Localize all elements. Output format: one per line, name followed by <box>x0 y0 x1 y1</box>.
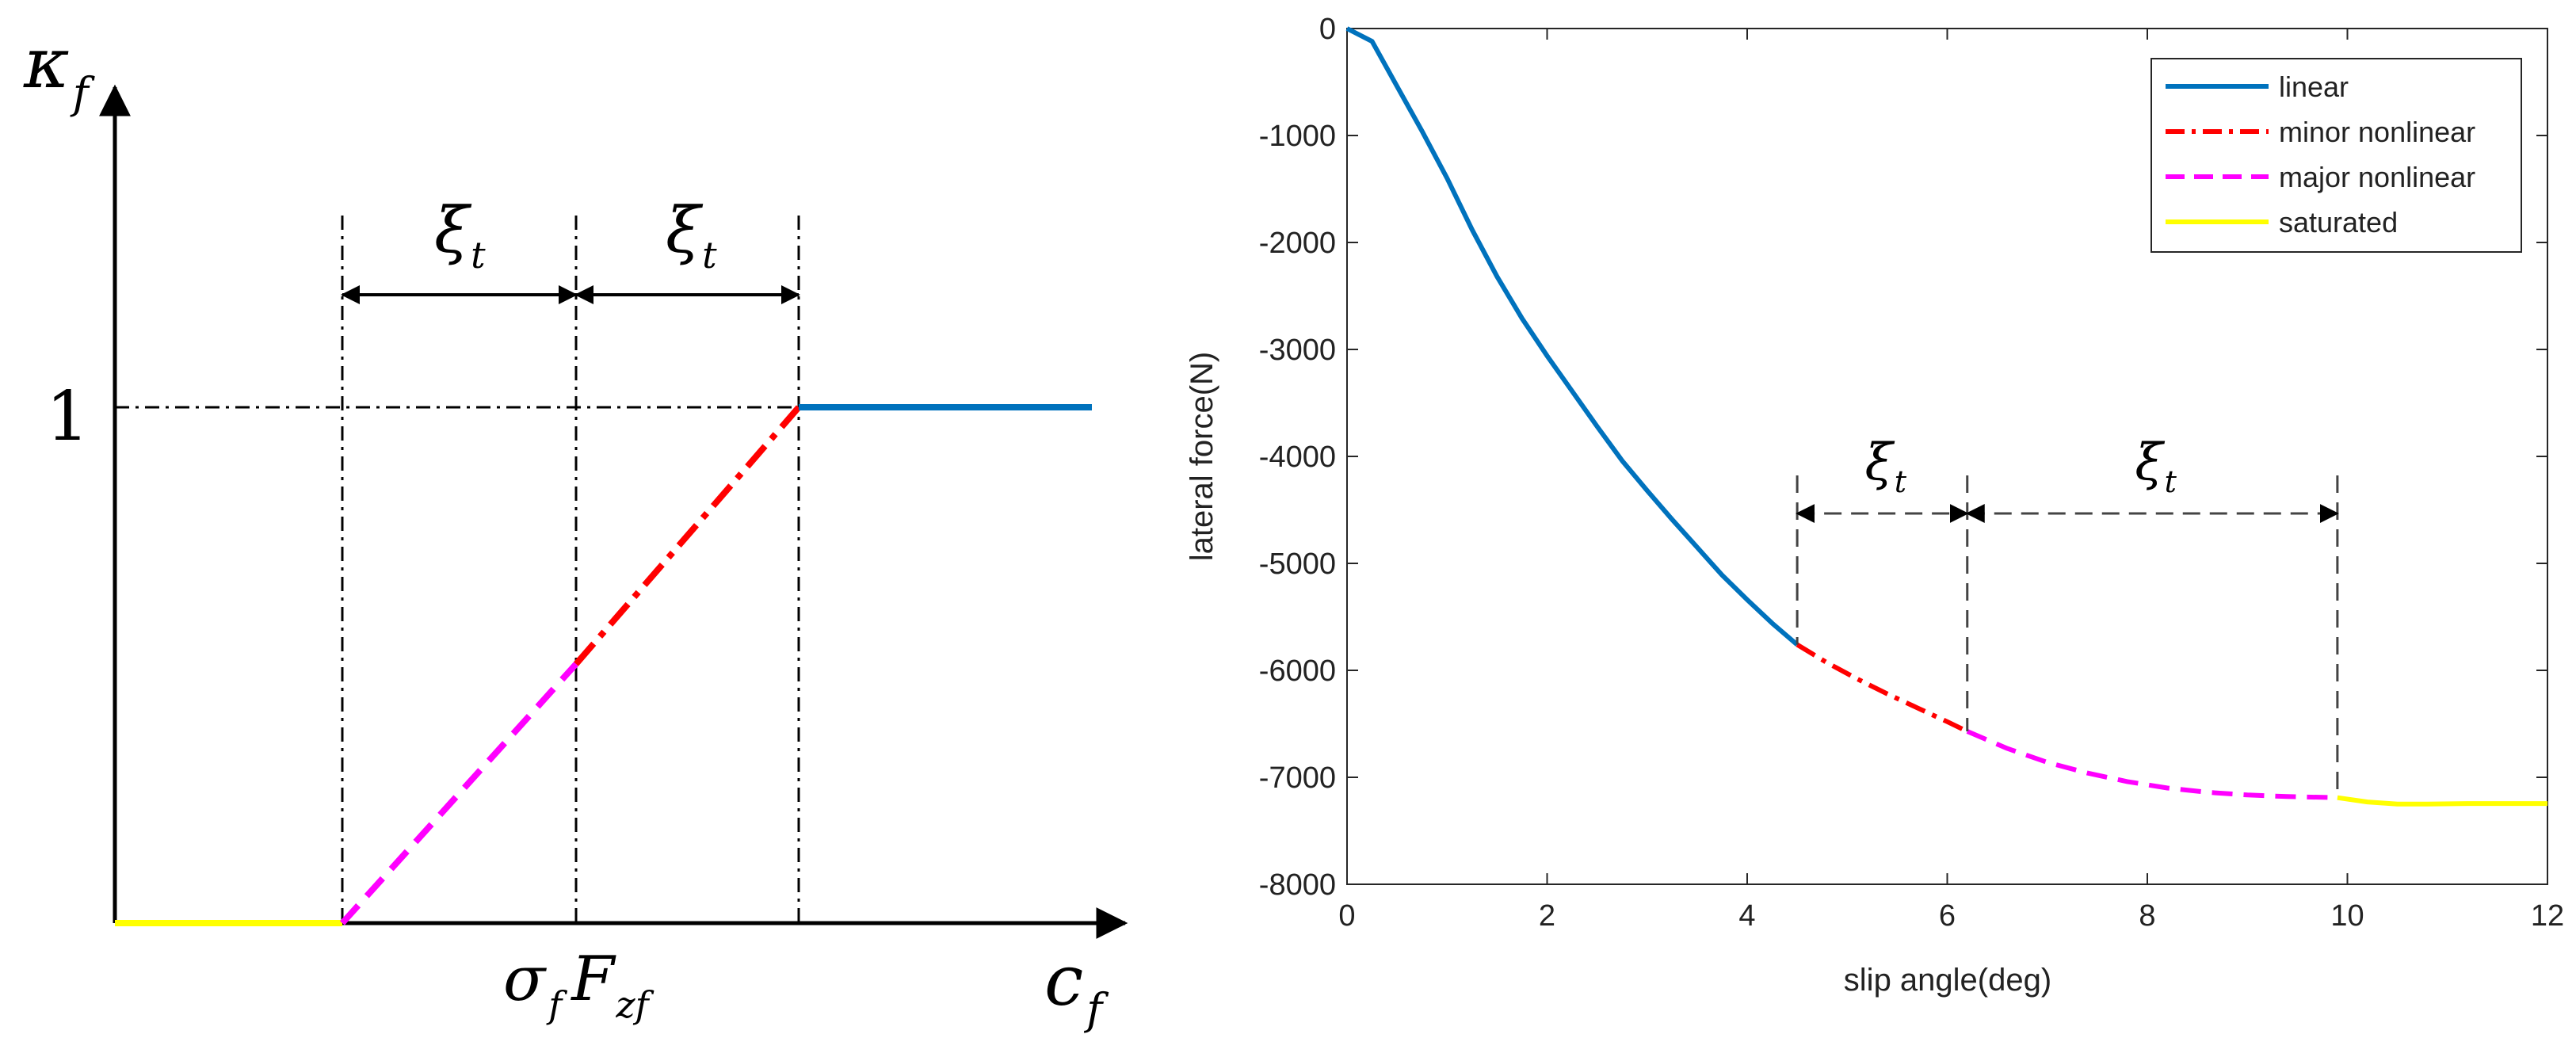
legend-label-minor-nonlinear: minor nonlinear <box>2279 116 2475 148</box>
interval-label-left: ξt <box>434 193 486 277</box>
y-tick-label: -6000 <box>1259 654 1336 688</box>
kappa-major-nonlinear-segment <box>340 662 578 925</box>
kappa-diagram: κf cf 1 σf Fzf ξt ξt <box>23 22 1128 1034</box>
series-line-linear <box>1345 26 1799 647</box>
kappa-one-tick-label: 1 <box>46 377 90 456</box>
y-tick-label: 0 <box>1319 13 1336 46</box>
series-layer <box>1345 26 2547 807</box>
x-tick-label: 12 <box>2531 899 2564 933</box>
y-tick-label: -1000 <box>1259 120 1336 153</box>
sigma-fz-label: σf Fzf <box>503 944 654 1026</box>
y-tick-label: -7000 <box>1259 761 1336 795</box>
x-tick-label: 10 <box>2330 899 2364 933</box>
y-tick-label: -3000 <box>1259 334 1336 367</box>
legend: linear minor nonlinear major nonlinear s… <box>2150 58 2522 253</box>
series-line-saturated <box>2337 795 2547 807</box>
x-tick-label: 8 <box>2139 899 2155 933</box>
x-tick-label: 0 <box>1338 899 1355 933</box>
interval-label: ξt <box>2135 433 2177 499</box>
y-tick-label: -2000 <box>1259 227 1336 260</box>
annotation-layer: ξt ξt <box>1796 433 2339 798</box>
interval-label-right: ξt <box>666 193 717 277</box>
x-axis-title: slip angle(deg) <box>1844 963 2051 998</box>
interval-label: ξt <box>1864 433 1906 499</box>
lateral-force-chart: 0 2 4 6 8 10 12 0 -1000 -2000 -3000 -4000 -5000 -6000… <box>1185 13 2564 998</box>
y-tick-label: -4000 <box>1259 441 1336 474</box>
legend-label-major-nonlinear: major nonlinear <box>2279 161 2475 193</box>
kappa-x-axis-label: cf <box>1044 940 1109 1034</box>
y-tick-label: -5000 <box>1259 548 1336 581</box>
x-tick-label: 6 <box>1939 899 1956 933</box>
y-tick-label: -8000 <box>1259 868 1336 902</box>
legend-label-saturated: saturated <box>2279 206 2398 239</box>
x-tick-label: 2 <box>1539 899 1555 933</box>
kappa-y-axis-label: κf <box>23 22 95 118</box>
tick-layer: 0 2 4 6 8 10 12 0 -1000 -2000 -3000 -4000 -5000 -6000… <box>1259 13 2564 933</box>
y-axis-title: lateral force(N) <box>1185 352 1219 562</box>
series-line-major-nonlinear <box>1966 729 2337 800</box>
series-line-minor-nonlinear <box>1796 643 1969 734</box>
kappa-minor-nonlinear-segment <box>573 405 802 666</box>
x-tick-label: 4 <box>1738 899 1755 933</box>
legend-label-linear: linear <box>2279 71 2349 103</box>
